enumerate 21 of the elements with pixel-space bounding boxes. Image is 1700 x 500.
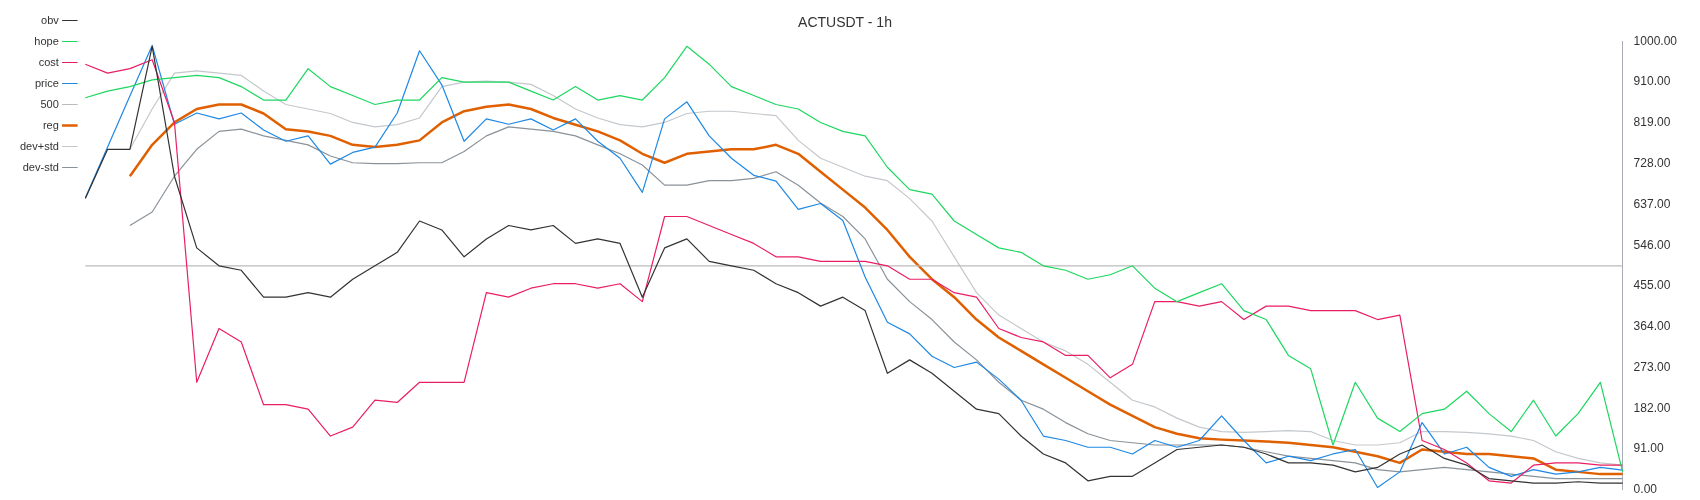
y-tick-label: 910.00 (1633, 74, 1671, 89)
legend-label: hope (34, 34, 59, 47)
legend-label: price (34, 76, 59, 89)
legend-label: dev+std (19, 139, 59, 152)
y-tick-label: 455.00 (1633, 278, 1671, 293)
y-tick-label: 637.00 (1633, 196, 1671, 211)
y-tick-label: 1000.00 (1633, 34, 1678, 49)
legend-label: reg (42, 118, 59, 131)
chart-title: ACTUSDT - 1h (798, 14, 892, 31)
y-tick-label: 182.00 (1633, 400, 1671, 415)
y-tick-label: 546.00 (1633, 237, 1671, 252)
y-tick-label: 364.00 (1633, 319, 1671, 334)
y-tick-label: 728.00 (1633, 155, 1671, 170)
y-tick-label: 91.00 (1633, 441, 1664, 456)
y-tick-label: 819.00 (1633, 115, 1671, 130)
legend-label: dev-std (22, 160, 59, 173)
y-tick-label: 273.00 (1633, 359, 1671, 374)
legend-label: obv (41, 13, 60, 26)
legend-label: cost (38, 55, 59, 68)
legend-label: 500 (40, 97, 59, 110)
y-tick-label: 0.00 (1633, 482, 1658, 497)
